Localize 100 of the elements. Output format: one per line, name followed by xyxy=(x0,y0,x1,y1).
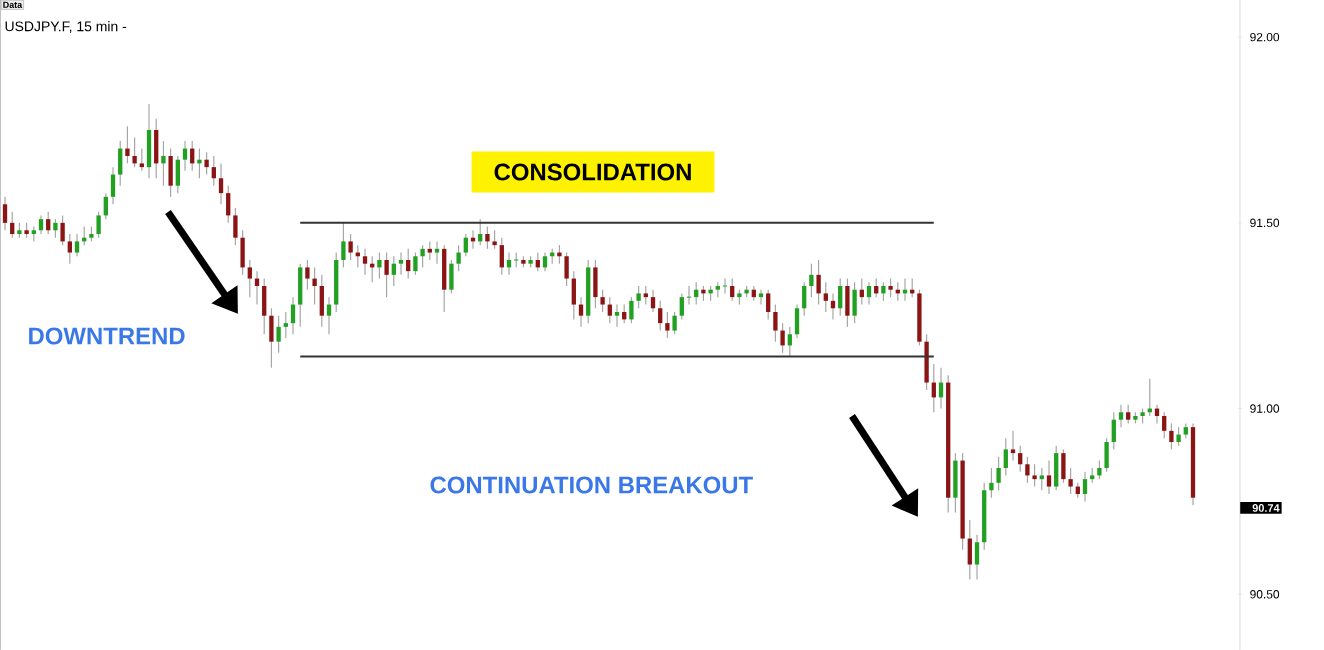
candlestick xyxy=(283,311,288,339)
y-tick-label: 92.00 xyxy=(1250,32,1280,42)
candlestick xyxy=(139,147,144,172)
candlestick xyxy=(686,285,692,306)
candlestick xyxy=(312,266,317,306)
candlestick xyxy=(46,211,51,235)
candlestick xyxy=(204,151,209,176)
candlestick xyxy=(53,218,58,239)
y-tick-label: 90.50 xyxy=(1250,590,1280,599)
candlestick xyxy=(564,251,569,287)
candlestick xyxy=(341,222,346,269)
candlestick xyxy=(67,233,72,265)
candlestick xyxy=(758,289,764,306)
annotation: CONTINUATION BREAKOUT xyxy=(430,476,753,494)
candlestick xyxy=(362,248,368,276)
candlestick xyxy=(161,140,166,187)
candlestick xyxy=(643,285,648,306)
candlestick xyxy=(182,140,188,172)
candlestick xyxy=(406,248,411,280)
candlestick xyxy=(816,259,821,306)
candlestick xyxy=(456,244,461,272)
candlestick xyxy=(110,166,116,205)
candlestick xyxy=(247,259,252,298)
candlestick xyxy=(636,285,641,309)
candlestick xyxy=(226,185,231,224)
candlestick xyxy=(197,147,202,179)
candlestick xyxy=(1039,467,1044,491)
candlestick xyxy=(305,259,310,291)
candlestick xyxy=(600,289,605,313)
candlestick xyxy=(730,277,735,302)
candlestick xyxy=(96,211,101,239)
candlestick xyxy=(809,263,814,298)
candlestick xyxy=(665,311,670,339)
candlestick xyxy=(722,277,728,295)
candlestick xyxy=(766,289,771,321)
candlestick xyxy=(607,296,612,324)
candlestick xyxy=(1046,459,1052,495)
candlestick xyxy=(427,240,432,261)
candlestick xyxy=(413,251,418,276)
candlestick xyxy=(1018,445,1023,473)
candlestick xyxy=(881,281,886,302)
candlestick xyxy=(1162,411,1167,439)
candlestick xyxy=(780,322,785,354)
candlestick xyxy=(1176,426,1181,447)
candlestick xyxy=(650,289,656,313)
candlestick xyxy=(557,244,562,265)
candlestick xyxy=(672,311,677,335)
text: USDJPY.F, 15 min - xyxy=(5,21,127,33)
candlestick xyxy=(838,277,843,317)
candlestick xyxy=(74,233,80,257)
candlestick xyxy=(1126,404,1131,425)
candlestick xyxy=(420,244,425,269)
candlestick xyxy=(1003,437,1008,477)
candlestick xyxy=(629,296,634,324)
candlestick xyxy=(1097,459,1102,480)
candlestick xyxy=(614,303,620,328)
annotation: Data xyxy=(3,1,23,8)
candlestick xyxy=(348,233,353,261)
candlestick xyxy=(802,281,807,317)
candlestick xyxy=(866,281,872,306)
candlestick xyxy=(125,125,130,165)
annotation: DOWNTREND xyxy=(29,327,185,345)
candlestick xyxy=(1111,411,1116,451)
candlestick xyxy=(276,315,281,354)
candlestick xyxy=(989,467,994,499)
candlestick xyxy=(103,192,108,220)
text: 90.74 xyxy=(1252,504,1280,512)
candlestick xyxy=(492,229,497,250)
candlestick xyxy=(1032,463,1037,488)
candlestick xyxy=(974,534,980,581)
candlestick xyxy=(1068,467,1073,495)
candlestick xyxy=(463,233,468,257)
candlestick xyxy=(1118,404,1124,428)
candlestick xyxy=(773,303,778,343)
candlestick xyxy=(679,292,684,321)
y-tick-label: 91.00 xyxy=(1250,404,1280,413)
candlestick xyxy=(485,225,490,250)
annotation: CONSOLIDATION xyxy=(494,163,691,181)
candlestick xyxy=(1010,430,1016,462)
candlestick xyxy=(233,207,238,246)
candlestick xyxy=(2,196,8,231)
candlestick xyxy=(290,296,296,335)
candlestick xyxy=(434,240,440,265)
candlestick xyxy=(384,251,389,298)
candlestick xyxy=(787,326,792,358)
candlestick xyxy=(542,251,548,272)
candlestick xyxy=(60,214,65,246)
candlestick xyxy=(1025,456,1030,484)
candlestick xyxy=(10,211,15,239)
candlestick xyxy=(823,281,828,313)
candlestick xyxy=(658,300,663,332)
candlestick xyxy=(326,296,332,335)
candlestick xyxy=(38,214,44,235)
y-tick-label: 91.50 xyxy=(1250,218,1280,228)
candlestick xyxy=(211,155,216,187)
candlestick xyxy=(132,136,137,168)
candlestick xyxy=(391,255,396,287)
candlestick xyxy=(996,456,1001,491)
candlestick xyxy=(377,251,382,280)
candlestick xyxy=(218,162,224,205)
